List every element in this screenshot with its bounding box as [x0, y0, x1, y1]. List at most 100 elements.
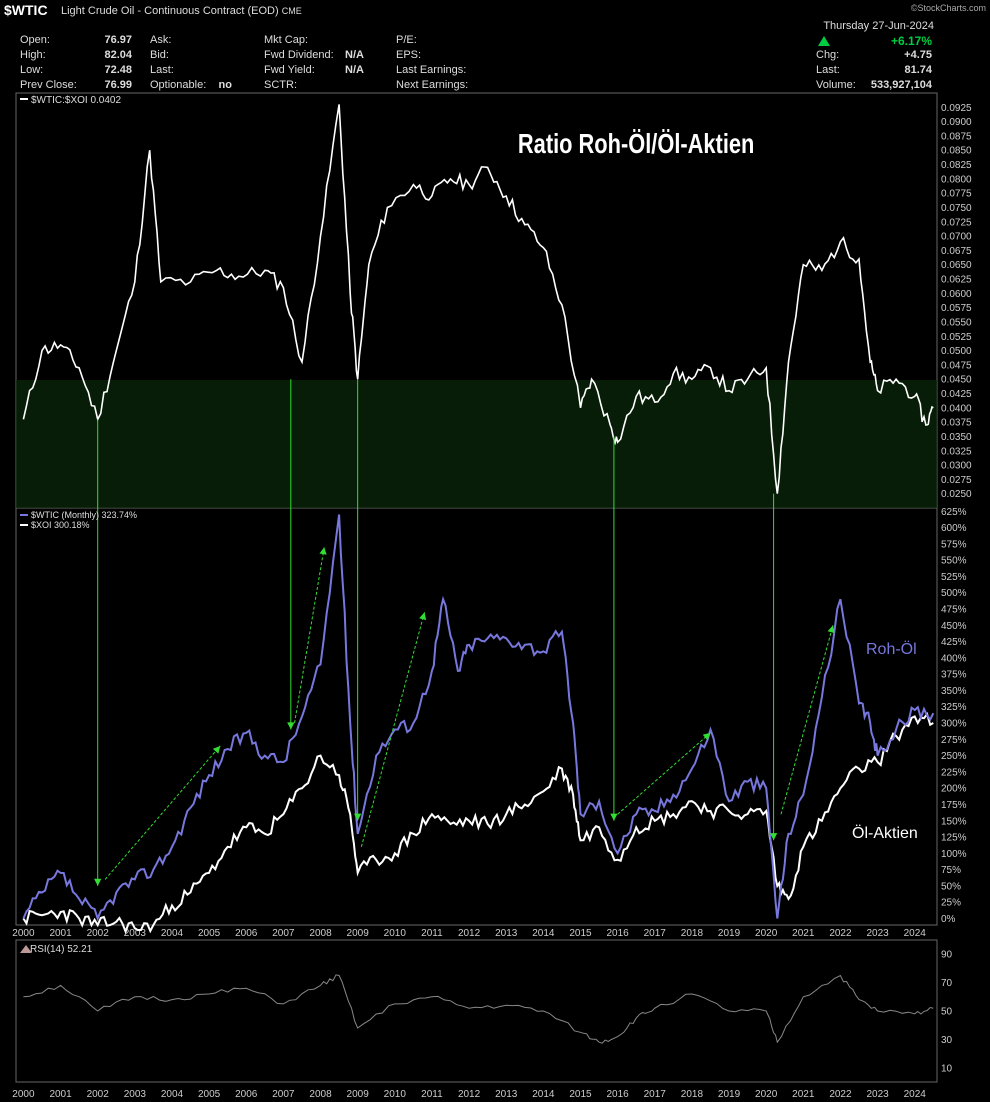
x-tick-label: 2000: [12, 928, 35, 939]
y-tick-label: 0.0700: [941, 232, 972, 243]
y-tick-label: 275%: [941, 735, 967, 746]
y-tick-label: 475%: [941, 604, 967, 615]
y-tick-label: 0.0850: [941, 146, 972, 157]
quote-label: Fwd Dividend:: [264, 49, 334, 61]
quote-value: 72.48: [104, 64, 132, 76]
x-tick-label: 2000: [12, 1089, 35, 1100]
x-tick-label: 2024: [904, 1089, 927, 1100]
quote-label: Low:: [20, 64, 44, 76]
up-arrow-icon: [818, 36, 830, 46]
arrow-head: [827, 625, 835, 634]
y-tick-label: 0.0400: [941, 403, 972, 414]
y-tick-label: 25%: [941, 898, 961, 909]
y-tick-label: 70: [941, 978, 953, 989]
y-tick-label: 0.0375: [941, 418, 972, 429]
quote-label: Optionable:: [150, 79, 207, 91]
y-tick-label: 0.0350: [941, 432, 972, 443]
y-tick-label: 0.0475: [941, 360, 972, 371]
x-tick-label: 2001: [49, 1089, 72, 1100]
y-tick-label: 0.0300: [941, 461, 972, 472]
oil-stocks-annotation: Öl-Aktien: [852, 824, 918, 842]
y-tick-label: 0.0725: [941, 217, 972, 228]
x-tick-label: 2005: [198, 1089, 221, 1100]
x-tick-label: 2019: [718, 928, 741, 939]
x-tick-label: 2016: [606, 1089, 629, 1100]
y-tick-label: 0.0250: [941, 489, 972, 500]
series-layer: [22, 104, 935, 1044]
x-tick-label: 2011: [421, 1089, 443, 1100]
x-tick-label: 2015: [569, 928, 592, 939]
y-tick-label: 0.0625: [941, 275, 972, 286]
trend-arrow: [617, 732, 711, 815]
arrow-head: [94, 878, 102, 886]
quote-label: Fwd Yield:: [264, 64, 315, 76]
quote-value: 82.04: [104, 49, 132, 61]
arrow-head: [702, 732, 711, 741]
quote-label: SCTR:: [264, 79, 297, 91]
crude-oil-annotation: Roh-Öl: [866, 640, 917, 658]
arrow-head: [769, 833, 778, 841]
quote-value: 81.74: [904, 64, 932, 76]
axes: 2000 2000 2001 2001 2002 2002 2003 2003 2004 2004…: [12, 103, 972, 1100]
x-tick-label: 2016: [606, 928, 629, 939]
panel-background: [15, 92, 938, 1083]
x-tick-label: 2017: [644, 928, 667, 939]
quote-label: Chg:: [816, 49, 840, 61]
x-tick-label: 2021: [792, 928, 815, 939]
ratio-legend: $WTIC:$XOI 0.0402: [31, 95, 121, 106]
y-tick-label: 0.0875: [941, 131, 972, 142]
x-tick-label: 2006: [235, 1089, 258, 1100]
x-tick-label: 2004: [161, 1089, 184, 1100]
y-tick-label: 425%: [941, 637, 967, 648]
x-tick-label: 2009: [347, 1089, 370, 1100]
symbol: $WTIC: [4, 2, 48, 18]
x-tick-label: 2003: [124, 1089, 147, 1100]
quote-label: Prev Close:: [20, 79, 77, 91]
panel-frame: [15, 939, 938, 1083]
y-tick-label: 50%: [941, 881, 961, 892]
quote-label: Last Earnings:: [396, 64, 467, 76]
y-tick-label: 0.0275: [941, 475, 972, 486]
arrow-head: [354, 813, 362, 821]
quote-label: Bid:: [150, 49, 169, 61]
instrument-title: Light Crude Oil - Continuous Contract (E…: [61, 5, 302, 17]
y-tick-label: 575%: [941, 539, 967, 550]
quote-header: $WTIC Light Crude Oil - Continuous Contr…: [0, 0, 990, 93]
quote-label: P/E:: [396, 34, 417, 46]
series-line: [23, 974, 934, 1044]
y-tick-label: 250%: [941, 751, 967, 762]
quote-label: Ask:: [150, 34, 172, 46]
arrow-head: [287, 722, 295, 730]
y-tick-label: 0.0325: [941, 446, 972, 457]
trend-arrow: [360, 612, 425, 847]
quote-label: High:: [20, 49, 46, 61]
brand-mark: ©StockCharts.com: [910, 3, 986, 13]
x-tick-label: 2008: [309, 928, 332, 939]
x-tick-label: 2013: [495, 1089, 518, 1100]
x-tick-label: 2009: [347, 928, 370, 939]
y-tick-label: 10: [941, 1063, 953, 1074]
y-tick-label: 0.0650: [941, 260, 972, 271]
trend-arrow: [104, 745, 221, 880]
y-tick-label: 175%: [941, 800, 967, 811]
legend-swatch: [20, 514, 28, 516]
y-tick-label: 0.0825: [941, 160, 972, 171]
series-line: [22, 104, 934, 494]
x-tick-label: 2010: [384, 928, 407, 939]
y-tick-label: 75%: [941, 865, 961, 876]
y-tick-label: 0.0550: [941, 317, 972, 328]
x-tick-label: 2014: [532, 928, 555, 939]
quote-label: Last:: [816, 64, 840, 76]
x-tick-label: 2022: [829, 1089, 852, 1100]
x-tick-label: 2021: [792, 1089, 815, 1100]
x-tick-label: 2018: [681, 928, 704, 939]
y-tick-label: 150%: [941, 816, 967, 827]
x-tick-label: 2018: [681, 1089, 704, 1100]
x-tick-label: 2020: [755, 928, 778, 939]
arrow-head: [419, 612, 427, 621]
y-tick-label: 400%: [941, 653, 967, 664]
quote-label: Last:: [150, 64, 174, 76]
x-tick-label: 2011: [421, 928, 443, 939]
x-tick-label: 2002: [87, 1089, 110, 1100]
